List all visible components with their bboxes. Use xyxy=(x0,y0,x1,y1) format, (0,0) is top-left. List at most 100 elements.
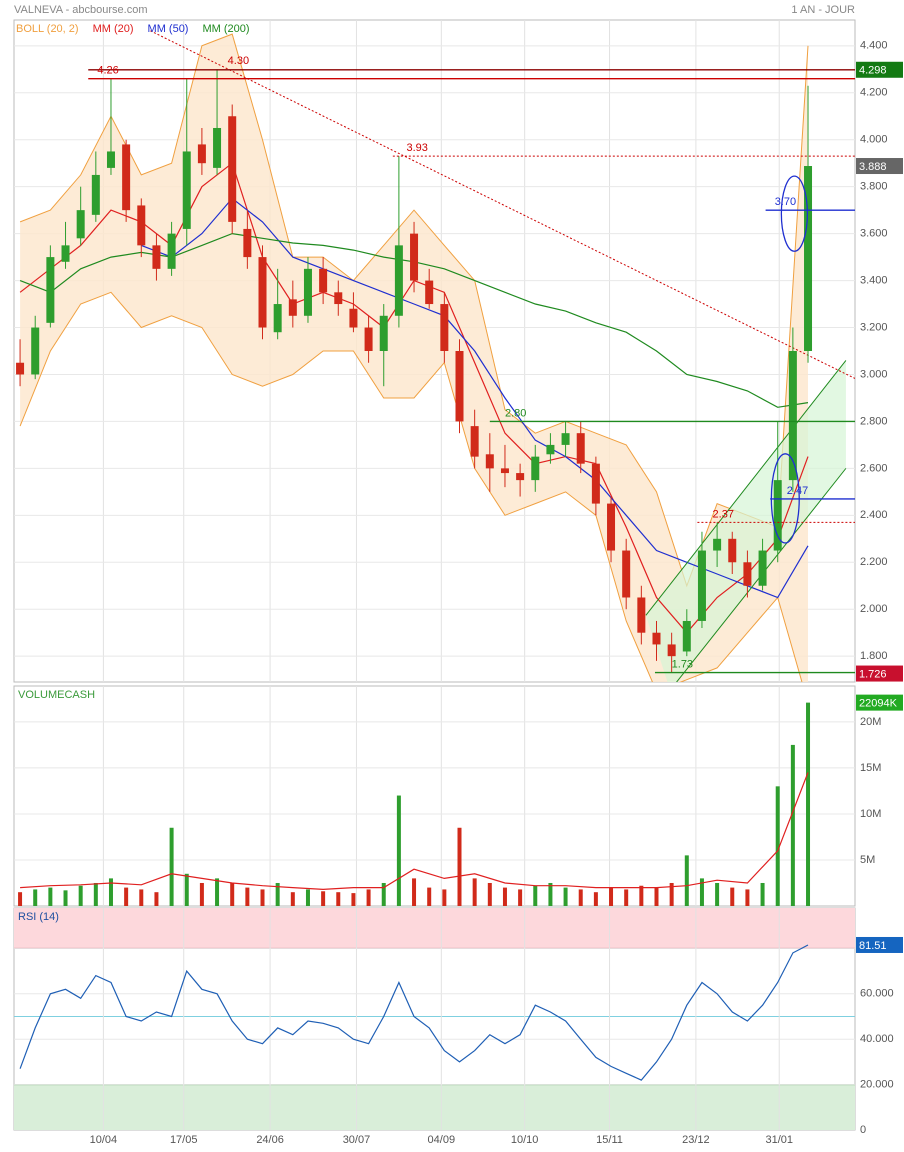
volume-bar xyxy=(290,892,295,906)
rsi-line xyxy=(19,944,809,1081)
y-tick-label: 2.000 xyxy=(860,603,888,615)
candle-body xyxy=(531,456,540,481)
volume-bar xyxy=(669,882,674,906)
candle-body xyxy=(485,454,494,469)
panel xyxy=(13,685,856,907)
level-label: 3.70 xyxy=(775,196,796,208)
y-tick-label: 3.200 xyxy=(860,321,888,333)
volume-bar xyxy=(169,827,174,906)
y-tick-label: 20M xyxy=(860,716,881,728)
highlight-ellipse xyxy=(770,453,800,544)
volume-bar xyxy=(609,887,614,906)
candle-body xyxy=(228,116,237,222)
price-tag xyxy=(856,936,903,953)
y-tick-label: 10M xyxy=(860,808,881,820)
volume-bar xyxy=(730,887,735,906)
candle-body xyxy=(303,268,312,316)
candle-body xyxy=(561,433,570,445)
candle-body xyxy=(728,538,737,563)
candle-body xyxy=(788,351,797,481)
y-tick-label: 3.800 xyxy=(860,181,888,193)
volume-bar xyxy=(321,891,326,906)
candle-body xyxy=(607,503,616,551)
candle-body xyxy=(591,463,600,504)
price-tag-label: 3.888 xyxy=(859,161,887,173)
volume-bar xyxy=(412,878,417,906)
volume-bar xyxy=(305,889,310,906)
volume-bar xyxy=(366,889,371,906)
candle-body xyxy=(106,151,115,168)
x-tick-label: 04/09 xyxy=(428,1134,456,1146)
candle-body xyxy=(576,433,585,464)
candle-body xyxy=(76,210,85,239)
candle-body xyxy=(16,362,25,375)
x-tick-label: 30/07 xyxy=(343,1134,371,1146)
x-tick-label: 17/05 xyxy=(170,1134,198,1146)
y-tick-label: 40.000 xyxy=(860,1033,894,1045)
candle-body xyxy=(288,299,297,316)
legend-entry: BOLL (20, 2) xyxy=(16,23,79,35)
y-tick-label: 3.400 xyxy=(860,274,888,286)
candle-body xyxy=(546,444,555,455)
panel-title: RSI (14) xyxy=(18,911,59,923)
level-label: 3.93 xyxy=(406,142,427,154)
volume-bar xyxy=(139,889,144,906)
panel-title: VOLUMECASH xyxy=(18,689,95,701)
candle-body xyxy=(379,315,388,351)
plot xyxy=(14,686,855,906)
candle-body xyxy=(758,550,767,586)
candle-body xyxy=(697,550,706,621)
candle-body xyxy=(743,562,752,586)
candle-body xyxy=(258,257,267,328)
volume-bar xyxy=(457,827,462,906)
volume-bar xyxy=(518,889,523,906)
candle-body xyxy=(713,538,722,551)
y-tick-label: 3.600 xyxy=(860,228,888,240)
volume-bar xyxy=(442,889,447,906)
volume-bar xyxy=(502,887,507,906)
volume-bar xyxy=(199,882,204,906)
y-tick-label: 2.600 xyxy=(860,462,888,474)
volume-bar xyxy=(78,885,83,906)
x-tick-label: 31/01 xyxy=(765,1134,793,1146)
volume-bar xyxy=(684,855,689,906)
x-tick-label: 24/06 xyxy=(256,1134,284,1146)
candle-body xyxy=(394,245,403,316)
price-tag xyxy=(856,665,903,682)
volume-bar xyxy=(533,885,538,906)
volume-bar xyxy=(775,786,780,906)
volume-bar xyxy=(624,889,629,906)
volume-bar xyxy=(715,882,720,906)
volume-bar xyxy=(563,887,568,906)
band-upper xyxy=(19,33,809,588)
legend-entry: MM (200) xyxy=(202,23,249,35)
volume-bar xyxy=(472,878,477,906)
highlight-ellipse xyxy=(780,175,809,252)
volume-bar xyxy=(93,882,98,906)
volume-bar xyxy=(48,887,53,906)
level-label: 4.30 xyxy=(228,55,249,67)
candle-body xyxy=(364,327,373,351)
volume-bar xyxy=(654,887,659,906)
candle-body xyxy=(243,228,252,258)
candle-body xyxy=(516,473,525,481)
candle-body xyxy=(455,351,464,422)
candle-body xyxy=(319,268,328,293)
candle-body xyxy=(31,327,40,375)
volume-bar xyxy=(790,744,795,906)
volume-bar xyxy=(108,878,113,906)
volume-bar xyxy=(18,892,23,906)
volume-bar xyxy=(427,887,432,906)
y-tick-label: 2.200 xyxy=(860,556,888,568)
y-tick-label: 2.800 xyxy=(860,415,888,427)
trend-line xyxy=(645,360,847,616)
candle-body xyxy=(46,257,55,323)
candle-body xyxy=(667,644,676,657)
legend-entry: MM (50) xyxy=(148,23,189,35)
volume-bar xyxy=(487,882,492,906)
volume-bar xyxy=(245,887,250,906)
candle-body xyxy=(773,480,782,551)
price-tag-label: 81.51 xyxy=(859,940,887,952)
volume-bar xyxy=(124,887,129,906)
candle-body xyxy=(470,426,479,457)
